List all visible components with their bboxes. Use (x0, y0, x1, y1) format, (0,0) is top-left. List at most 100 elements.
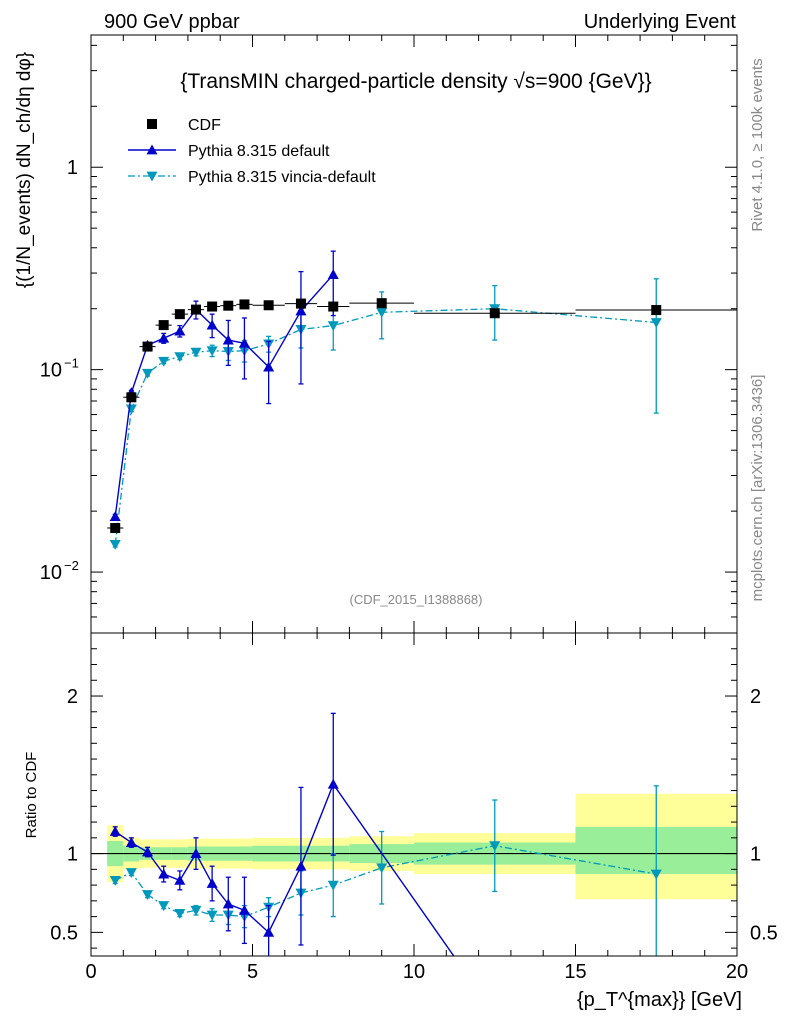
main-panel: 10 −210 −11 {TransMIN charged-particle den… (14, 34, 738, 634)
vincia-point (327, 321, 339, 332)
ratio-pythia-default-point (109, 826, 121, 836)
ratio-pythia-default-point (174, 874, 186, 885)
legend-label: Pythia 8.315 default (188, 143, 330, 160)
pythia-default-point (222, 334, 234, 345)
ratio-vincia-point (125, 868, 137, 878)
ratio-pythia-default-point (158, 868, 170, 879)
cdf-point (239, 299, 250, 310)
ratio-pythia-default-point (295, 860, 307, 871)
ratio-pythia-default-point (190, 848, 202, 858)
cdf-point (651, 305, 662, 316)
main-ytick-label: 1 (67, 157, 78, 179)
ratio-vincia-point (158, 901, 170, 912)
vincia-point (125, 404, 137, 415)
vincia-point (174, 352, 186, 363)
ratio-pythia-default-point (142, 846, 154, 857)
vincia-point (158, 356, 170, 367)
ratio-vincia-point (174, 909, 186, 919)
cdf-point (158, 320, 169, 331)
pythia-default-point (295, 305, 307, 316)
pythia-default-point (238, 337, 250, 348)
vincia-point (190, 347, 202, 358)
mcplots-label: mcplots.cern.ch [arXiv:1306.3436] (749, 375, 766, 602)
cdf-point (110, 523, 121, 534)
x-axis-label: {p_T^{max}} [GeV] (577, 989, 742, 1011)
ratio-plot-content (91, 712, 737, 956)
pythia-default-point (174, 325, 186, 336)
rivet-label: Rivet 4.1.0, ≥ 100k events (749, 58, 766, 231)
legend-cdf-marker (147, 119, 157, 129)
vincia-point (206, 346, 218, 357)
legend-pythia-default-marker (146, 144, 158, 155)
main-ytick-label: 10 (40, 360, 62, 382)
ratio-pythia-default-point (206, 878, 218, 888)
ratio-xtick-label: 10 (403, 961, 425, 983)
ratio-series-group (109, 712, 662, 956)
ratio-xtick-label: 20 (726, 961, 748, 983)
ratio-vincia-point (376, 863, 388, 874)
ratio-pythia-default-point (263, 926, 275, 937)
main-title: {TransMIN charged-particle density √s=90… (180, 70, 651, 93)
ratio-vincia-point (650, 869, 662, 880)
legend-vincia-marker (146, 171, 158, 182)
ratio-ylabel: Ratio to CDF (23, 752, 40, 839)
legend-label: CDF (188, 117, 221, 134)
ratio-vincia-point (489, 841, 501, 852)
ratio-ytick-label-right: 1 (750, 844, 761, 866)
pythia-default-line (114, 274, 334, 517)
vincia-line (114, 308, 657, 545)
cdf-point (142, 341, 153, 352)
cdf-point (376, 298, 387, 309)
cdf-point (190, 304, 201, 315)
cdf-point (174, 309, 185, 320)
pythia-default-point (327, 269, 339, 279)
ratio-pythia-default-point (327, 778, 339, 789)
vincia-point (650, 318, 662, 328)
ratio-vincia-line (114, 845, 657, 918)
legend-label: Pythia 8.315 vincia-default (188, 169, 376, 186)
pythia-default-point (109, 511, 121, 521)
ratio-panel: 0 5 10 15 200.5 0.51 12 2 Ratio to CDF {p_T^{ma… (23, 632, 778, 1011)
ratio-vincia-point (206, 910, 218, 921)
cdf-point (126, 392, 137, 403)
ratio-vincia-point (142, 890, 154, 901)
ratio-vincia-point (109, 875, 121, 886)
cdf-point (223, 300, 234, 311)
ratio-xtick-label: 0 (85, 961, 96, 983)
ratio-vincia-point (190, 905, 202, 916)
watermark: (CDF_2015_I1388868) (350, 592, 483, 607)
header-left: 900 GeV ppbar (104, 11, 240, 33)
ratio-pythia-default-point (238, 904, 250, 915)
ratio-xtick-label: 15 (564, 961, 586, 983)
cdf-point (295, 298, 306, 309)
ratio-ytick-label-right: 0.5 (750, 922, 778, 944)
pythia-default-point (158, 332, 170, 343)
vincia-point (142, 368, 154, 379)
main-axes: 10 −210 −11 (40, 35, 738, 634)
ratio-ytick-label-right: 2 (750, 686, 761, 708)
main-ytick-label: 10 (40, 562, 62, 584)
ratio-ytick-label: 0.5 (50, 922, 78, 944)
ratio-ytick-label: 2 (67, 686, 78, 708)
cdf-point (263, 300, 274, 311)
main-plot-content (107, 250, 737, 550)
cdf-point (489, 308, 500, 319)
ratio-pythia-default-point (125, 837, 137, 847)
ratio-vincia-point (327, 880, 339, 891)
main-ytick-exponent: −1 (64, 356, 79, 371)
ratio-ytick-label: 1 (67, 844, 78, 866)
vincia-point (109, 539, 121, 550)
main-ylabel: {(1/N_events) dN_ch/dη dφ} (14, 52, 35, 288)
main-ytick-exponent: −2 (64, 558, 79, 573)
cdf-point (328, 301, 339, 312)
legend: CDF Pythia 8.315 default Pythia 8.315 vinc… (128, 117, 376, 186)
header-right: Underlying Event (584, 11, 737, 33)
ratio-xtick-label: 5 (247, 961, 258, 983)
ratio-pythia-default-line (114, 782, 455, 956)
ratio-axes: 0 5 10 15 200.5 0.51 12 2 (50, 632, 778, 983)
cdf-point (207, 301, 218, 312)
pythia-default-point (263, 361, 275, 372)
vincia-point (376, 307, 388, 318)
ratio-pythia-default-point (222, 898, 234, 909)
